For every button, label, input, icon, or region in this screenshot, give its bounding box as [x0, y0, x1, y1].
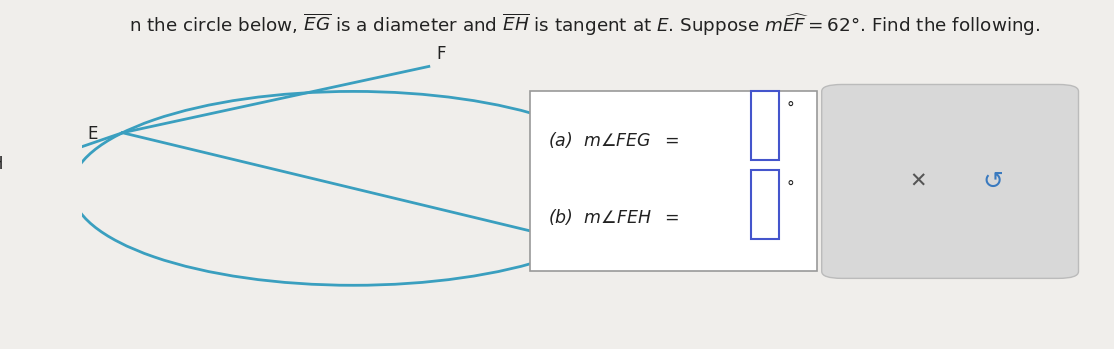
FancyBboxPatch shape: [822, 84, 1078, 279]
Text: °: °: [786, 101, 794, 116]
Text: °: °: [786, 180, 794, 195]
Text: E: E: [87, 126, 97, 143]
FancyBboxPatch shape: [751, 91, 780, 160]
Text: n the circle below, $\overline{EG}$ is a diameter and $\overline{EH}$ is tangent: n the circle below, $\overline{EG}$ is a…: [129, 12, 1040, 38]
Text: ✕: ✕: [909, 171, 927, 191]
Text: (b)  $m\angle FEH$  $=$: (b) $m\angle FEH$ $=$: [548, 207, 680, 228]
FancyBboxPatch shape: [751, 170, 780, 239]
Text: F: F: [437, 45, 447, 63]
Text: ↺: ↺: [983, 169, 1004, 193]
Text: H: H: [0, 155, 2, 172]
FancyBboxPatch shape: [529, 91, 817, 272]
Text: (a)  $m\angle FEG$  $=$: (a) $m\angle FEG$ $=$: [548, 130, 680, 150]
Text: G: G: [603, 237, 615, 255]
